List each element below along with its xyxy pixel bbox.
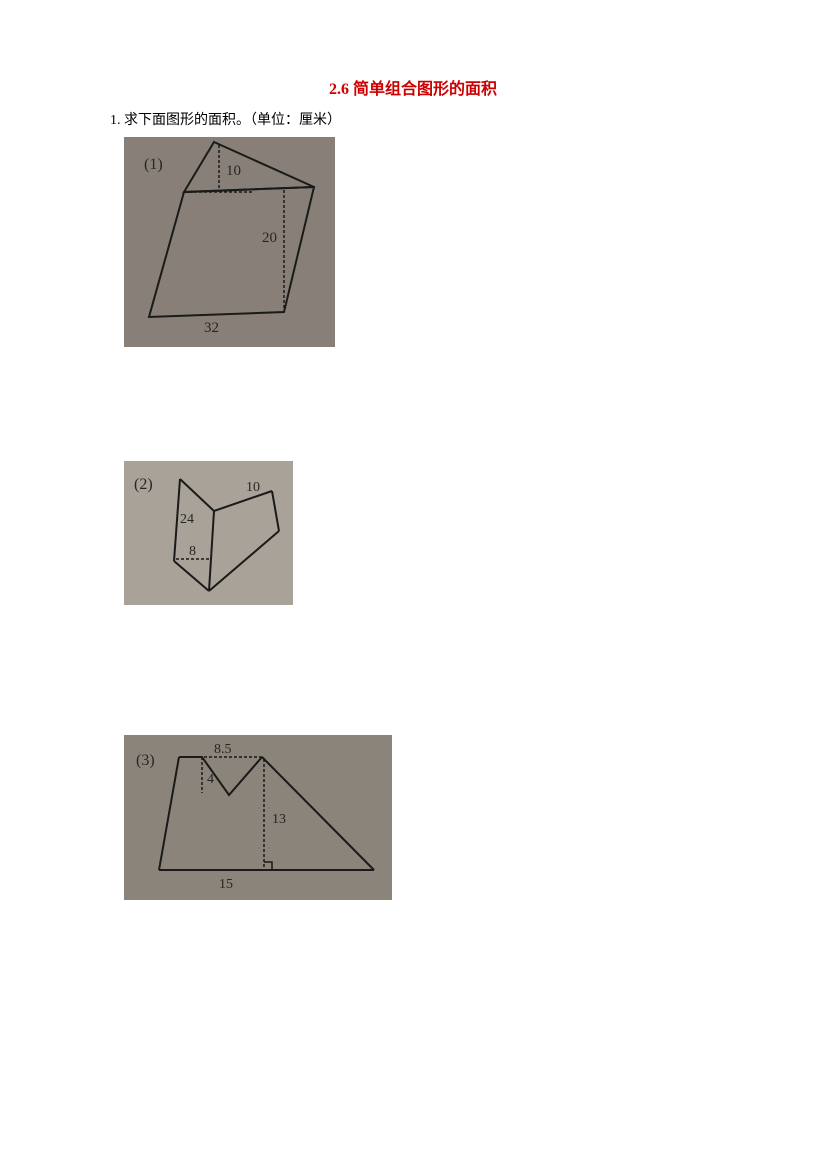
figure-3-label-15: 15	[219, 877, 233, 892]
figure-1-label-32: 32	[204, 320, 219, 336]
figure-2-label-24: 24	[180, 512, 194, 527]
figure-2-label-10: 10	[246, 480, 260, 495]
question-line: 1. 求下面图形的面积。（单位：厘米）	[110, 109, 716, 129]
figure-3-index: (3)	[136, 752, 155, 769]
figure-2-index: (2)	[134, 476, 153, 493]
figure-2: (2) 24 10 8	[124, 461, 293, 605]
figure-1-label-10: 10	[226, 163, 241, 179]
question-number: 1.	[110, 113, 121, 128]
figure-3-label-8.5: 8.5	[214, 742, 232, 757]
figure-3-label-13: 13	[272, 812, 286, 827]
page-title: 2.6 简单组合图形的面积	[110, 75, 716, 99]
figure-2-label-8: 8	[189, 544, 196, 559]
figure-1: (1) 10 20 32	[124, 137, 335, 347]
figure-1-index: (1)	[144, 156, 163, 173]
figure-3: (3) 8.5 4 13 15	[124, 735, 392, 900]
title-text: 2.6 简单组合图形的面积	[329, 81, 497, 98]
figure-1-label-20: 20	[262, 230, 277, 246]
question-text: 求下面图形的面积。（单位：厘米）	[124, 113, 341, 128]
figure-3-bg	[124, 735, 392, 900]
figure-3-label-4: 4	[207, 772, 214, 787]
